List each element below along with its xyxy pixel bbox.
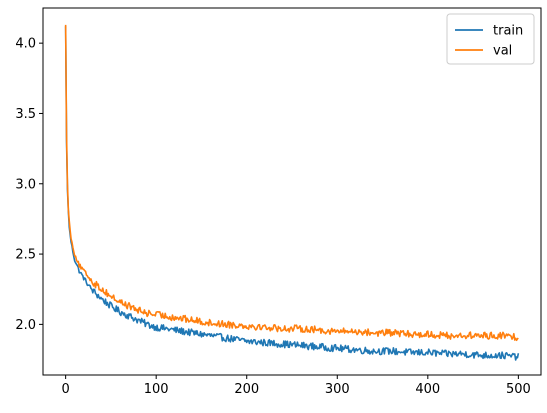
axes-spines xyxy=(42,7,542,376)
series-line-val xyxy=(64,24,519,342)
y-tick-label: 2.0 xyxy=(15,318,36,333)
y-tick-label: 4.0 xyxy=(15,37,36,52)
x-tick-label: 100 xyxy=(144,382,169,397)
legend-label-val: val xyxy=(493,44,512,59)
series-line-train xyxy=(64,26,520,361)
y-tick-label: 3.0 xyxy=(15,177,36,192)
y-axis-ticks: 2.0 2.5 3.0 3.5 4.0 xyxy=(15,37,43,333)
legend: train val xyxy=(446,13,535,65)
x-tick-label: 300 xyxy=(325,382,350,397)
plot-background xyxy=(43,8,541,375)
y-tick-label: 2.5 xyxy=(15,248,36,263)
y-tick-label: 3.5 xyxy=(15,107,36,122)
x-axis-ticks: 0 100 200 300 400 500 xyxy=(61,375,531,397)
x-tick-label: 500 xyxy=(506,382,531,397)
legend-box xyxy=(446,13,535,65)
x-tick-label: 400 xyxy=(415,382,440,397)
x-tick-label: 0 xyxy=(61,382,69,397)
plot-area xyxy=(43,8,541,375)
axes-frame xyxy=(42,7,542,376)
series-layer xyxy=(64,24,520,361)
legend-label-train: train xyxy=(493,24,523,39)
x-tick-label: 200 xyxy=(234,382,259,397)
